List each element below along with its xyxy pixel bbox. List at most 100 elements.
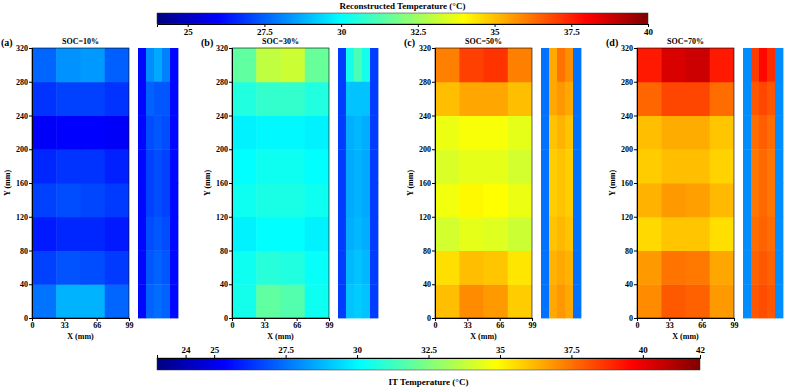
ir-cell [775, 82, 783, 116]
tick: 0 [24, 314, 32, 323]
tick: 25 [210, 345, 220, 358]
ir-cell [146, 284, 154, 318]
ir-cell [354, 116, 362, 150]
tick-mark [432, 48, 435, 49]
tick-label: 99 [326, 321, 334, 330]
heatmap-cell [32, 116, 57, 150]
heatmap-cell [661, 183, 686, 217]
heatmap-cell [661, 217, 686, 251]
heatmap-cell [484, 149, 509, 183]
tick: 32.5 [421, 345, 437, 358]
ir-cell [154, 82, 162, 116]
heatmap-cell [637, 183, 662, 217]
tick-label: 240 [16, 112, 28, 121]
ir-cell [541, 149, 549, 183]
ir-cell [759, 116, 767, 150]
heatmap-cell [232, 251, 257, 285]
tick-label: 37.5 [564, 27, 580, 37]
tick-mark [229, 82, 232, 83]
ir-cell [767, 82, 775, 116]
heatmap-cell [56, 284, 81, 318]
heatmap-cell [232, 149, 257, 183]
ir-cell [154, 48, 162, 82]
x-axis: 0336699 [636, 318, 739, 330]
tick-label: 27.5 [257, 27, 273, 37]
heatmap-cell [686, 149, 711, 183]
ir-cell [767, 48, 775, 82]
tick-label: 33 [261, 321, 269, 330]
tick-mark [214, 355, 215, 358]
tick-label: 99 [731, 321, 739, 330]
axis-line [158, 355, 701, 359]
heatmap-cell [686, 284, 711, 318]
tick-label: 33 [61, 321, 69, 330]
ir-cell [354, 251, 362, 285]
ir-cell [146, 82, 154, 116]
tick-mark [229, 183, 232, 184]
ir-cell [362, 149, 370, 183]
tick: 24 [182, 345, 192, 358]
tick-mark [229, 116, 232, 117]
panel-title: SOC=70% [667, 37, 704, 46]
ir-image [138, 48, 178, 318]
tick-label: 280 [419, 78, 431, 87]
tick-label: 40 [20, 280, 28, 289]
ir-cell [338, 217, 346, 251]
heatmap-cell [686, 183, 711, 217]
heatmap-cell [281, 284, 306, 318]
tick: 0 [427, 314, 435, 323]
panel: 033669904080120160200240280320X (mm)Y (m… [404, 37, 581, 341]
tick-label: 25 [184, 27, 194, 37]
x-axis: 0336699 [31, 318, 134, 330]
ir-cell [549, 48, 557, 82]
ir-cell [346, 183, 354, 217]
heatmap-cell [281, 217, 306, 251]
heatmap-cell [508, 183, 532, 217]
ir-cell [370, 183, 378, 217]
heatmap-cell [435, 149, 460, 183]
heatmap-cell [256, 82, 281, 116]
tick: 240 [216, 112, 232, 121]
tick-mark [432, 82, 435, 83]
ir-cell [767, 116, 775, 150]
ir-cell [573, 251, 581, 285]
ir-cell [154, 149, 162, 183]
tick: 160 [16, 179, 32, 188]
tick-label: 30 [337, 27, 347, 37]
ir-cell [565, 48, 573, 82]
tick-label: 0 [629, 314, 633, 323]
tick: 0 [224, 314, 232, 323]
tick-mark [432, 251, 435, 252]
ir-cell [170, 48, 178, 82]
tick-mark [634, 48, 637, 49]
tick-label: 280 [16, 78, 28, 87]
tick-label: 35 [491, 27, 501, 37]
tick-label: 66 [698, 321, 706, 330]
tick-mark [634, 82, 637, 83]
ir-cell [370, 217, 378, 251]
tick: 99 [529, 318, 537, 330]
y-axis: 04080120160200240280320 [216, 44, 233, 323]
heatmap-cell [305, 183, 329, 217]
heatmap-cell [256, 251, 281, 285]
heatmap-cell [686, 48, 711, 82]
ir-cell [138, 149, 146, 183]
tick: 160 [216, 179, 232, 188]
ir-cell [557, 251, 565, 285]
heatmap-cell [81, 48, 106, 82]
tick: 35 [491, 24, 501, 37]
heatmap-cell [81, 82, 106, 116]
ir-cell [162, 284, 170, 318]
heatmap-cell [484, 284, 509, 318]
ir-cell [338, 149, 346, 183]
ir-cell [338, 183, 346, 217]
tick-mark [229, 251, 232, 252]
heatmap-cell [637, 251, 662, 285]
tick: 27.5 [278, 345, 294, 358]
tick: 33 [464, 318, 472, 330]
tick-label: 66 [293, 321, 301, 330]
heatmap-cell [710, 149, 734, 183]
heatmap-cell [81, 251, 106, 285]
heatmap-cell [710, 48, 734, 82]
heatmap-cell [710, 251, 734, 285]
